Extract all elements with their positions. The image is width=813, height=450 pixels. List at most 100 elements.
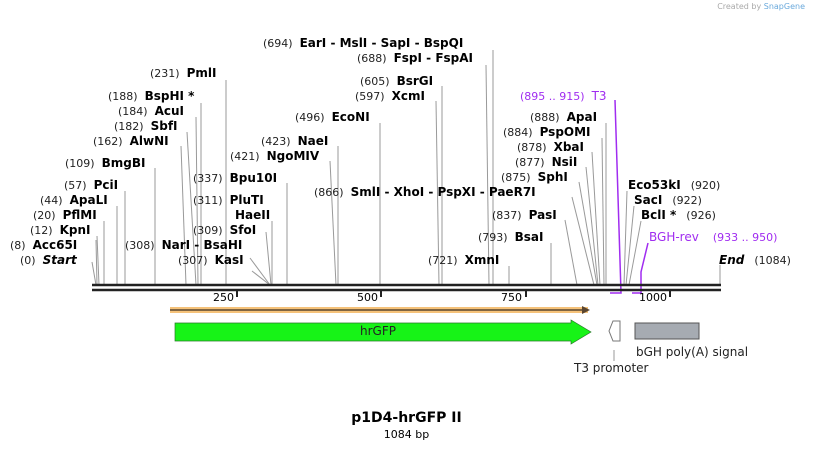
restriction-site-label[interactable]: (109) BmgBI (65, 155, 146, 170)
primer-label[interactable]: BGH-rev (933 .. 950) (649, 229, 778, 244)
restriction-site-label[interactable]: (308) NarI - BsaHI (125, 237, 242, 252)
site-position: (109) (65, 157, 95, 170)
restriction-site-label[interactable]: (182) SbfI (114, 118, 178, 133)
enzyme-name: Acc65I (32, 238, 78, 252)
restriction-site-label[interactable]: (309) SfoI (193, 222, 256, 237)
restriction-site-label[interactable]: (884) PspOMI (503, 124, 591, 139)
site-position: (57) (64, 179, 87, 192)
restriction-site-label[interactable]: (311) PluTI (193, 192, 264, 207)
enzyme-name: ApaLI (69, 193, 108, 207)
restriction-site-label[interactable]: SacI (922) (634, 192, 702, 207)
restriction-site-label[interactable]: (188) BspHI * (108, 88, 195, 103)
enzyme-name: End (719, 253, 745, 267)
restriction-site-label[interactable]: (597) XcmI (355, 88, 425, 103)
site-position: (875) (501, 171, 531, 184)
site-position: (231) (150, 67, 180, 80)
primer-label[interactable]: (895 .. 915) T3 (520, 88, 607, 103)
restriction-site-label[interactable]: (875) SphI (501, 169, 568, 184)
site-position: (721) (428, 254, 458, 267)
restriction-site-label[interactable]: (837) PasI (492, 207, 557, 222)
restriction-site-label[interactable]: (0) Start (20, 252, 77, 267)
enzyme-name: PmlI (186, 66, 217, 80)
restriction-site-label[interactable]: (721) XmnI (428, 252, 499, 267)
restriction-site-label[interactable]: (20) PflMI (33, 207, 97, 222)
site-position: (0) (20, 254, 36, 267)
site-position: (926) (686, 209, 716, 222)
restriction-site-label[interactable]: HaeII (228, 207, 271, 222)
site-position: (337) (193, 172, 223, 185)
snapgene-credit: Created by SnapGene (717, 2, 805, 11)
restriction-site-label[interactable]: (307) KasI (178, 252, 244, 267)
restriction-site-label[interactable]: (878) XbaI (517, 139, 584, 154)
site-position: (496) (295, 111, 325, 124)
enzyme-name: EcoNI (331, 110, 370, 124)
restriction-site-label[interactable]: (12) KpnI (30, 222, 91, 237)
restriction-site-label[interactable]: BclI * (926) (641, 207, 716, 222)
enzyme-name: NaeI (297, 134, 329, 148)
enzyme-name: BclI * (641, 208, 677, 222)
site-position: (20) (33, 209, 56, 222)
restriction-site-label[interactable]: End (1084) (719, 252, 791, 267)
primer-name: T3 (591, 89, 607, 103)
restriction-site-label[interactable]: (423) NaeI (261, 133, 329, 148)
enzyme-name: BspHI * (144, 89, 195, 103)
enzyme-name: BmgBI (101, 156, 146, 170)
enzyme-name: PspOMI (539, 125, 591, 139)
restriction-site-label[interactable]: (496) EcoNI (295, 109, 370, 124)
site-position: (423) (261, 135, 291, 148)
restriction-site-label[interactable]: Eco53kI (920) (628, 177, 721, 192)
enzyme-name: HaeII (235, 208, 271, 222)
tick-label: 1000 (639, 291, 667, 304)
restriction-site-label[interactable]: (866) SmlI - XhoI - PspXI - PaeR7I (314, 184, 536, 199)
restriction-site-label[interactable]: (694) EarI - MslI - SapI - BspQI (263, 35, 463, 50)
restriction-site-label[interactable]: (688) FspI - FspAI (357, 50, 473, 65)
restriction-site-label[interactable]: (793) BsaI (478, 229, 543, 244)
enzyme-name: NgoMIV (266, 149, 320, 163)
primer-marks (610, 99, 649, 294)
primer-position: (933 .. 950) (712, 231, 778, 244)
site-position: (605) (360, 75, 390, 88)
restriction-site-label[interactable]: (877) NsiI (515, 154, 577, 169)
t3-promoter-label: T3 promoter (574, 361, 649, 375)
restriction-site-label[interactable]: (337) Bpu10I (193, 170, 278, 185)
site-position: (920) (690, 179, 721, 192)
site-position: (888) (530, 111, 560, 124)
enzyme-name: SmlI - XhoI - PspXI - PaeR7I (350, 185, 536, 199)
site-position: (866) (314, 186, 344, 199)
site-position: (182) (114, 120, 144, 133)
enzyme-name: Bpu10I (229, 171, 278, 185)
restriction-site-label[interactable]: (162) AlwNI (93, 133, 169, 148)
site-position: (688) (357, 52, 387, 65)
enzyme-name: Start (42, 253, 77, 267)
site-position: (308) (125, 239, 155, 252)
site-position: (12) (30, 224, 53, 237)
enzyme-name: KasI (214, 253, 244, 267)
enzyme-name: XcmI (391, 89, 425, 103)
enzyme-name: AcuI (154, 104, 185, 118)
primer-name: BGH-rev (649, 230, 699, 244)
restriction-site-label[interactable]: (184) AcuI (118, 103, 185, 118)
site-position: (307) (178, 254, 208, 267)
site-position: (184) (118, 105, 148, 118)
t3-promoter-arrow (608, 320, 621, 342)
tick-label: 250 (213, 291, 234, 304)
restriction-site-label[interactable]: (231) PmlI (150, 65, 217, 80)
restriction-site-label[interactable]: (888) ApaI (530, 109, 597, 124)
orf-arrow (170, 306, 590, 314)
restriction-site-label[interactable]: (57) PciI (64, 177, 118, 192)
restriction-site-label[interactable]: (605) BsrGI (360, 73, 433, 88)
restriction-site-label[interactable]: (8) Acc65I (10, 237, 78, 252)
enzyme-name: AlwNI (129, 134, 169, 148)
enzyme-name: KpnI (59, 223, 91, 237)
backbone (92, 283, 721, 297)
enzyme-name: Eco53kI (628, 178, 681, 192)
enzyme-name: PasI (528, 208, 557, 222)
site-position: (309) (193, 224, 223, 237)
restriction-site-label[interactable]: (44) ApaLI (40, 192, 108, 207)
site-position: (421) (230, 150, 260, 163)
site-position: (1084) (754, 254, 791, 267)
site-position: (162) (93, 135, 123, 148)
restriction-site-label[interactable]: (421) NgoMIV (230, 148, 320, 163)
